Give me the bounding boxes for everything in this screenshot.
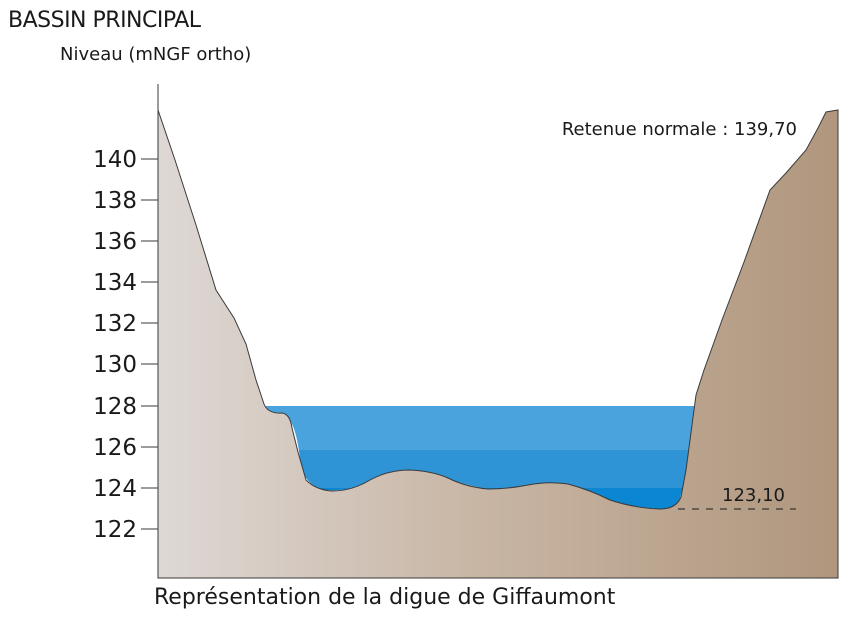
tick-label-128: 128 [93,394,137,420]
tick-label-138: 138 [93,188,137,214]
tick-label-126: 126 [93,435,137,461]
tick-label-130: 130 [93,352,137,378]
y-axis-ticks: 140 138 136 134 132 130 128 126 124 122 [93,147,158,543]
min-level-label: 123,10 [722,485,785,506]
tick-label-140: 140 [93,147,137,173]
diagram-caption: Représentation de la digue de Giffaumont [154,585,616,610]
water-band-upper [265,406,695,450]
tick-label-136: 136 [93,229,137,255]
tick-label-122: 122 [93,517,137,543]
tick-label-124: 124 [93,476,137,502]
normal-retention-label: Retenue normale : 139,70 [562,119,797,140]
diagram-title: BASSIN PRINCIPAL [8,8,201,33]
water-band-middle [265,450,695,488]
tick-label-134: 134 [93,270,137,296]
terrain-profile [157,109,839,579]
tick-label-132: 132 [93,311,137,337]
axis-unit-label: Niveau (mNGF ortho) [60,44,252,65]
